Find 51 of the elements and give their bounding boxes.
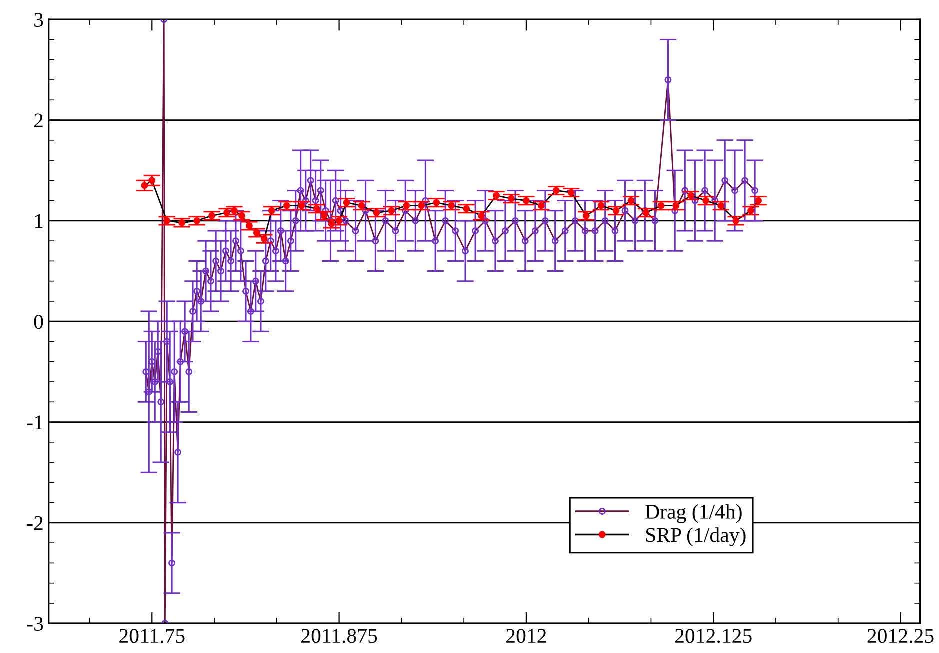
point xyxy=(538,202,545,210)
point xyxy=(343,199,350,206)
x-tick-label: 2012.25 xyxy=(868,629,934,644)
point xyxy=(373,209,380,216)
point xyxy=(658,202,665,210)
point xyxy=(194,217,201,224)
legend-label: SRP (1/day) xyxy=(646,528,746,547)
point xyxy=(508,195,515,202)
point xyxy=(298,202,306,210)
x-tick-label: 2011.875 xyxy=(302,629,378,644)
x-tick-label: 2012.125 xyxy=(675,629,752,644)
point xyxy=(478,212,485,220)
x-tick-label: 2011.75 xyxy=(120,629,185,644)
point xyxy=(268,207,276,214)
point xyxy=(552,187,560,194)
y-tick-label: -1 xyxy=(27,416,43,430)
point xyxy=(388,207,396,214)
point xyxy=(148,177,156,184)
point xyxy=(522,197,530,204)
point xyxy=(628,197,635,204)
x-tick-label: 2012 xyxy=(506,629,546,644)
legend-label: Drag (1/4h) xyxy=(646,504,742,524)
point xyxy=(688,192,695,200)
point xyxy=(702,197,710,204)
point xyxy=(732,217,740,224)
point xyxy=(358,202,366,210)
point xyxy=(568,189,575,196)
point xyxy=(463,205,470,212)
point xyxy=(283,202,290,210)
y-tick-label: 1 xyxy=(35,214,43,228)
y-tick-label: -2 xyxy=(27,516,43,530)
y-tick-label: 3 xyxy=(34,13,44,28)
point xyxy=(582,212,590,220)
point xyxy=(141,182,148,190)
point xyxy=(493,192,500,200)
point xyxy=(433,199,440,206)
point xyxy=(612,207,620,214)
point xyxy=(718,202,725,210)
point xyxy=(755,197,762,204)
y-tick-label: -3 xyxy=(27,617,44,632)
point xyxy=(448,202,456,210)
point xyxy=(178,219,186,226)
point xyxy=(164,217,171,224)
point xyxy=(418,202,426,210)
point xyxy=(403,202,410,210)
point xyxy=(313,205,320,212)
y-tick-label: 0 xyxy=(34,314,44,330)
y-tick-label: 2 xyxy=(34,114,43,128)
point xyxy=(598,202,605,210)
point xyxy=(672,202,680,210)
point xyxy=(208,212,216,220)
